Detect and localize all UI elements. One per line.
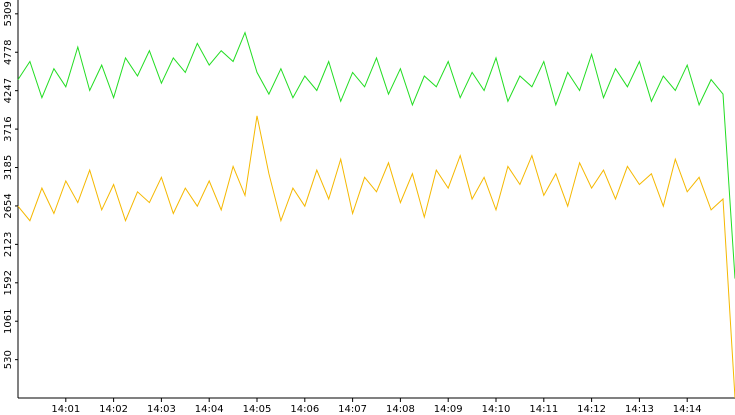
- y-tick-label: 2123: [3, 232, 14, 257]
- y-tick-label: 4778: [3, 40, 14, 65]
- y-tick-label: 5309: [3, 1, 14, 26]
- series-line: [17, 31, 735, 279]
- x-tick-label: 14:14: [673, 404, 702, 415]
- x-tick-label: 14:11: [529, 404, 558, 415]
- x-tick-label: 14:07: [338, 404, 367, 415]
- x-tick-label: 14:04: [195, 404, 224, 415]
- x-tick-label: 14:01: [51, 404, 80, 415]
- x-tick-label: 14:05: [243, 404, 272, 415]
- x-tick-label: 14:10: [482, 404, 511, 415]
- y-tick-label: 4247: [3, 78, 14, 103]
- y-tick-label: 530: [3, 350, 14, 369]
- x-tick-label: 14:09: [434, 404, 463, 415]
- series-line: [17, 115, 735, 399]
- y-tick-label: 3185: [3, 155, 14, 180]
- x-tick-label: 14:06: [290, 404, 319, 415]
- x-tick-label: 14:13: [625, 404, 654, 415]
- x-tick-label: 14:02: [99, 404, 128, 415]
- y-tick-label: 3716: [3, 116, 14, 141]
- x-tick-label: 14:03: [147, 404, 176, 415]
- y-tick-label: 1061: [3, 308, 14, 333]
- x-tick-label: 14:12: [577, 404, 606, 415]
- x-tick-label: 14:08: [386, 404, 415, 415]
- y-tick-label: 2654: [3, 193, 14, 218]
- y-tick-label: 1592: [3, 270, 14, 295]
